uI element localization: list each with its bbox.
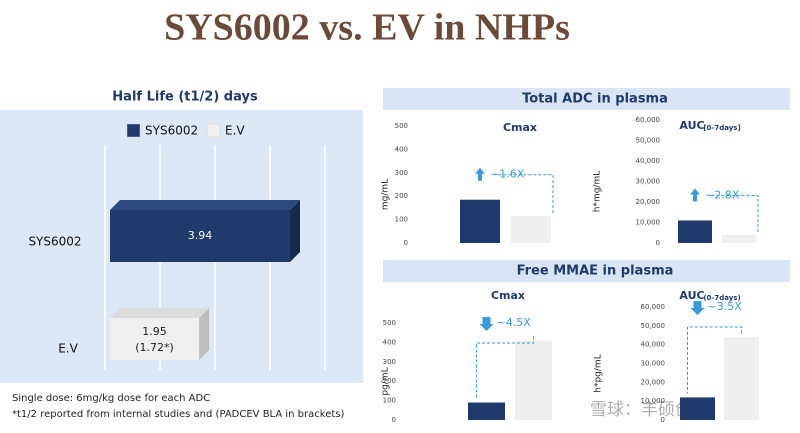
section-header	[383, 260, 790, 282]
chart-subtitle: (0-7days)	[703, 294, 740, 302]
category-label: E.V	[58, 342, 78, 356]
category-label: SYS6002	[28, 235, 81, 249]
y-tick-label: 0	[404, 239, 408, 247]
footnote: Single dose: 6mg/kg dose for each ADC	[12, 393, 210, 404]
bar	[678, 220, 712, 243]
fold-arrow	[690, 301, 705, 315]
y-tick-label: 400	[383, 338, 396, 346]
y-tick-label: 400	[395, 145, 408, 153]
section-title: Total ADC in plasma	[522, 92, 668, 107]
y-axis-label: h*pg/mL	[594, 354, 604, 392]
y-tick-label: 0	[656, 239, 660, 247]
y-tick-label: 200	[383, 377, 396, 385]
bar-side	[290, 200, 300, 262]
bar-side	[199, 308, 210, 360]
value-label: 1.95	[142, 325, 167, 338]
bar	[515, 340, 552, 420]
fold-label: ~2.8X	[705, 188, 740, 201]
value-note: (1.72*)	[135, 341, 174, 354]
y-tick-label: 60,000	[636, 116, 661, 124]
fold-connector	[709, 194, 759, 233]
y-tick-label: 200	[395, 192, 408, 200]
bar-top	[110, 308, 210, 318]
legend-swatch	[206, 123, 221, 138]
chart-title: Cmax	[491, 289, 525, 302]
slide-title: SYS6002 vs. EV in NHPs	[164, 7, 570, 49]
chart-subtitle: [0-7days]	[703, 124, 740, 132]
value-label: 3.94	[188, 229, 213, 242]
y-tick-label: 300	[395, 169, 408, 177]
y-tick-label: 10,000	[641, 397, 666, 405]
bar	[511, 216, 551, 243]
bar	[468, 402, 505, 420]
y-axis-label: h*mg/mL	[593, 171, 603, 213]
y-axis-label: mg/mL	[381, 179, 391, 210]
y-tick-label: 20,000	[641, 378, 666, 386]
fold-arrow	[479, 317, 494, 331]
y-axis-label: pg/mL	[381, 367, 391, 395]
fold-connector	[494, 174, 554, 214]
y-tick-label: 0	[392, 416, 396, 424]
y-tick-label: 500	[395, 122, 408, 130]
y-tick-label: 300	[383, 358, 396, 366]
y-tick-label: 10,000	[636, 219, 661, 227]
legend-label: SYS6002	[145, 124, 198, 138]
legend-swatch	[126, 123, 141, 138]
fold-label: ~3.5X	[708, 300, 743, 313]
y-tick-label: 60,000	[641, 303, 666, 311]
section-header	[383, 88, 790, 110]
bar-front	[110, 318, 200, 360]
y-tick-label: 40,000	[641, 341, 666, 349]
bar-front	[110, 210, 290, 262]
bar	[460, 199, 500, 243]
chart-title: Cmax	[503, 121, 537, 134]
y-tick-label: 30,000	[636, 178, 661, 186]
bar	[680, 397, 715, 420]
y-tick-label: 100	[395, 216, 408, 224]
y-tick-label: 0	[661, 416, 665, 424]
legend-label: E.V	[225, 124, 245, 138]
chart-title: AUC	[679, 119, 704, 132]
y-tick-label: 50,000	[636, 137, 661, 145]
fold-label: ~1.6X	[490, 168, 525, 181]
y-tick-label: 40,000	[636, 157, 661, 165]
bar	[110, 200, 300, 262]
bar	[724, 337, 759, 420]
y-tick-label: 20,000	[636, 198, 661, 206]
y-tick-label: 500	[383, 319, 396, 327]
fold-connector	[476, 336, 534, 399]
y-tick-label: 100	[383, 397, 396, 405]
footnote: *t1/2 reported from internal studies and…	[12, 409, 344, 420]
y-tick-label: 30,000	[641, 360, 666, 368]
bar-top	[110, 200, 300, 210]
chart-title: AUC	[679, 289, 704, 302]
chart-title: Half Life (t1/2) days	[112, 90, 258, 105]
watermark: 雪球：丰硕创投	[590, 400, 709, 420]
bar	[110, 308, 210, 360]
fold-label: ~4.5X	[497, 316, 532, 329]
bar	[722, 235, 756, 243]
section-title: Free MMAE in plasma	[517, 264, 674, 279]
y-tick-label: 50,000	[641, 322, 666, 330]
fold-arrow	[690, 188, 700, 202]
fold-arrow	[475, 167, 485, 181]
